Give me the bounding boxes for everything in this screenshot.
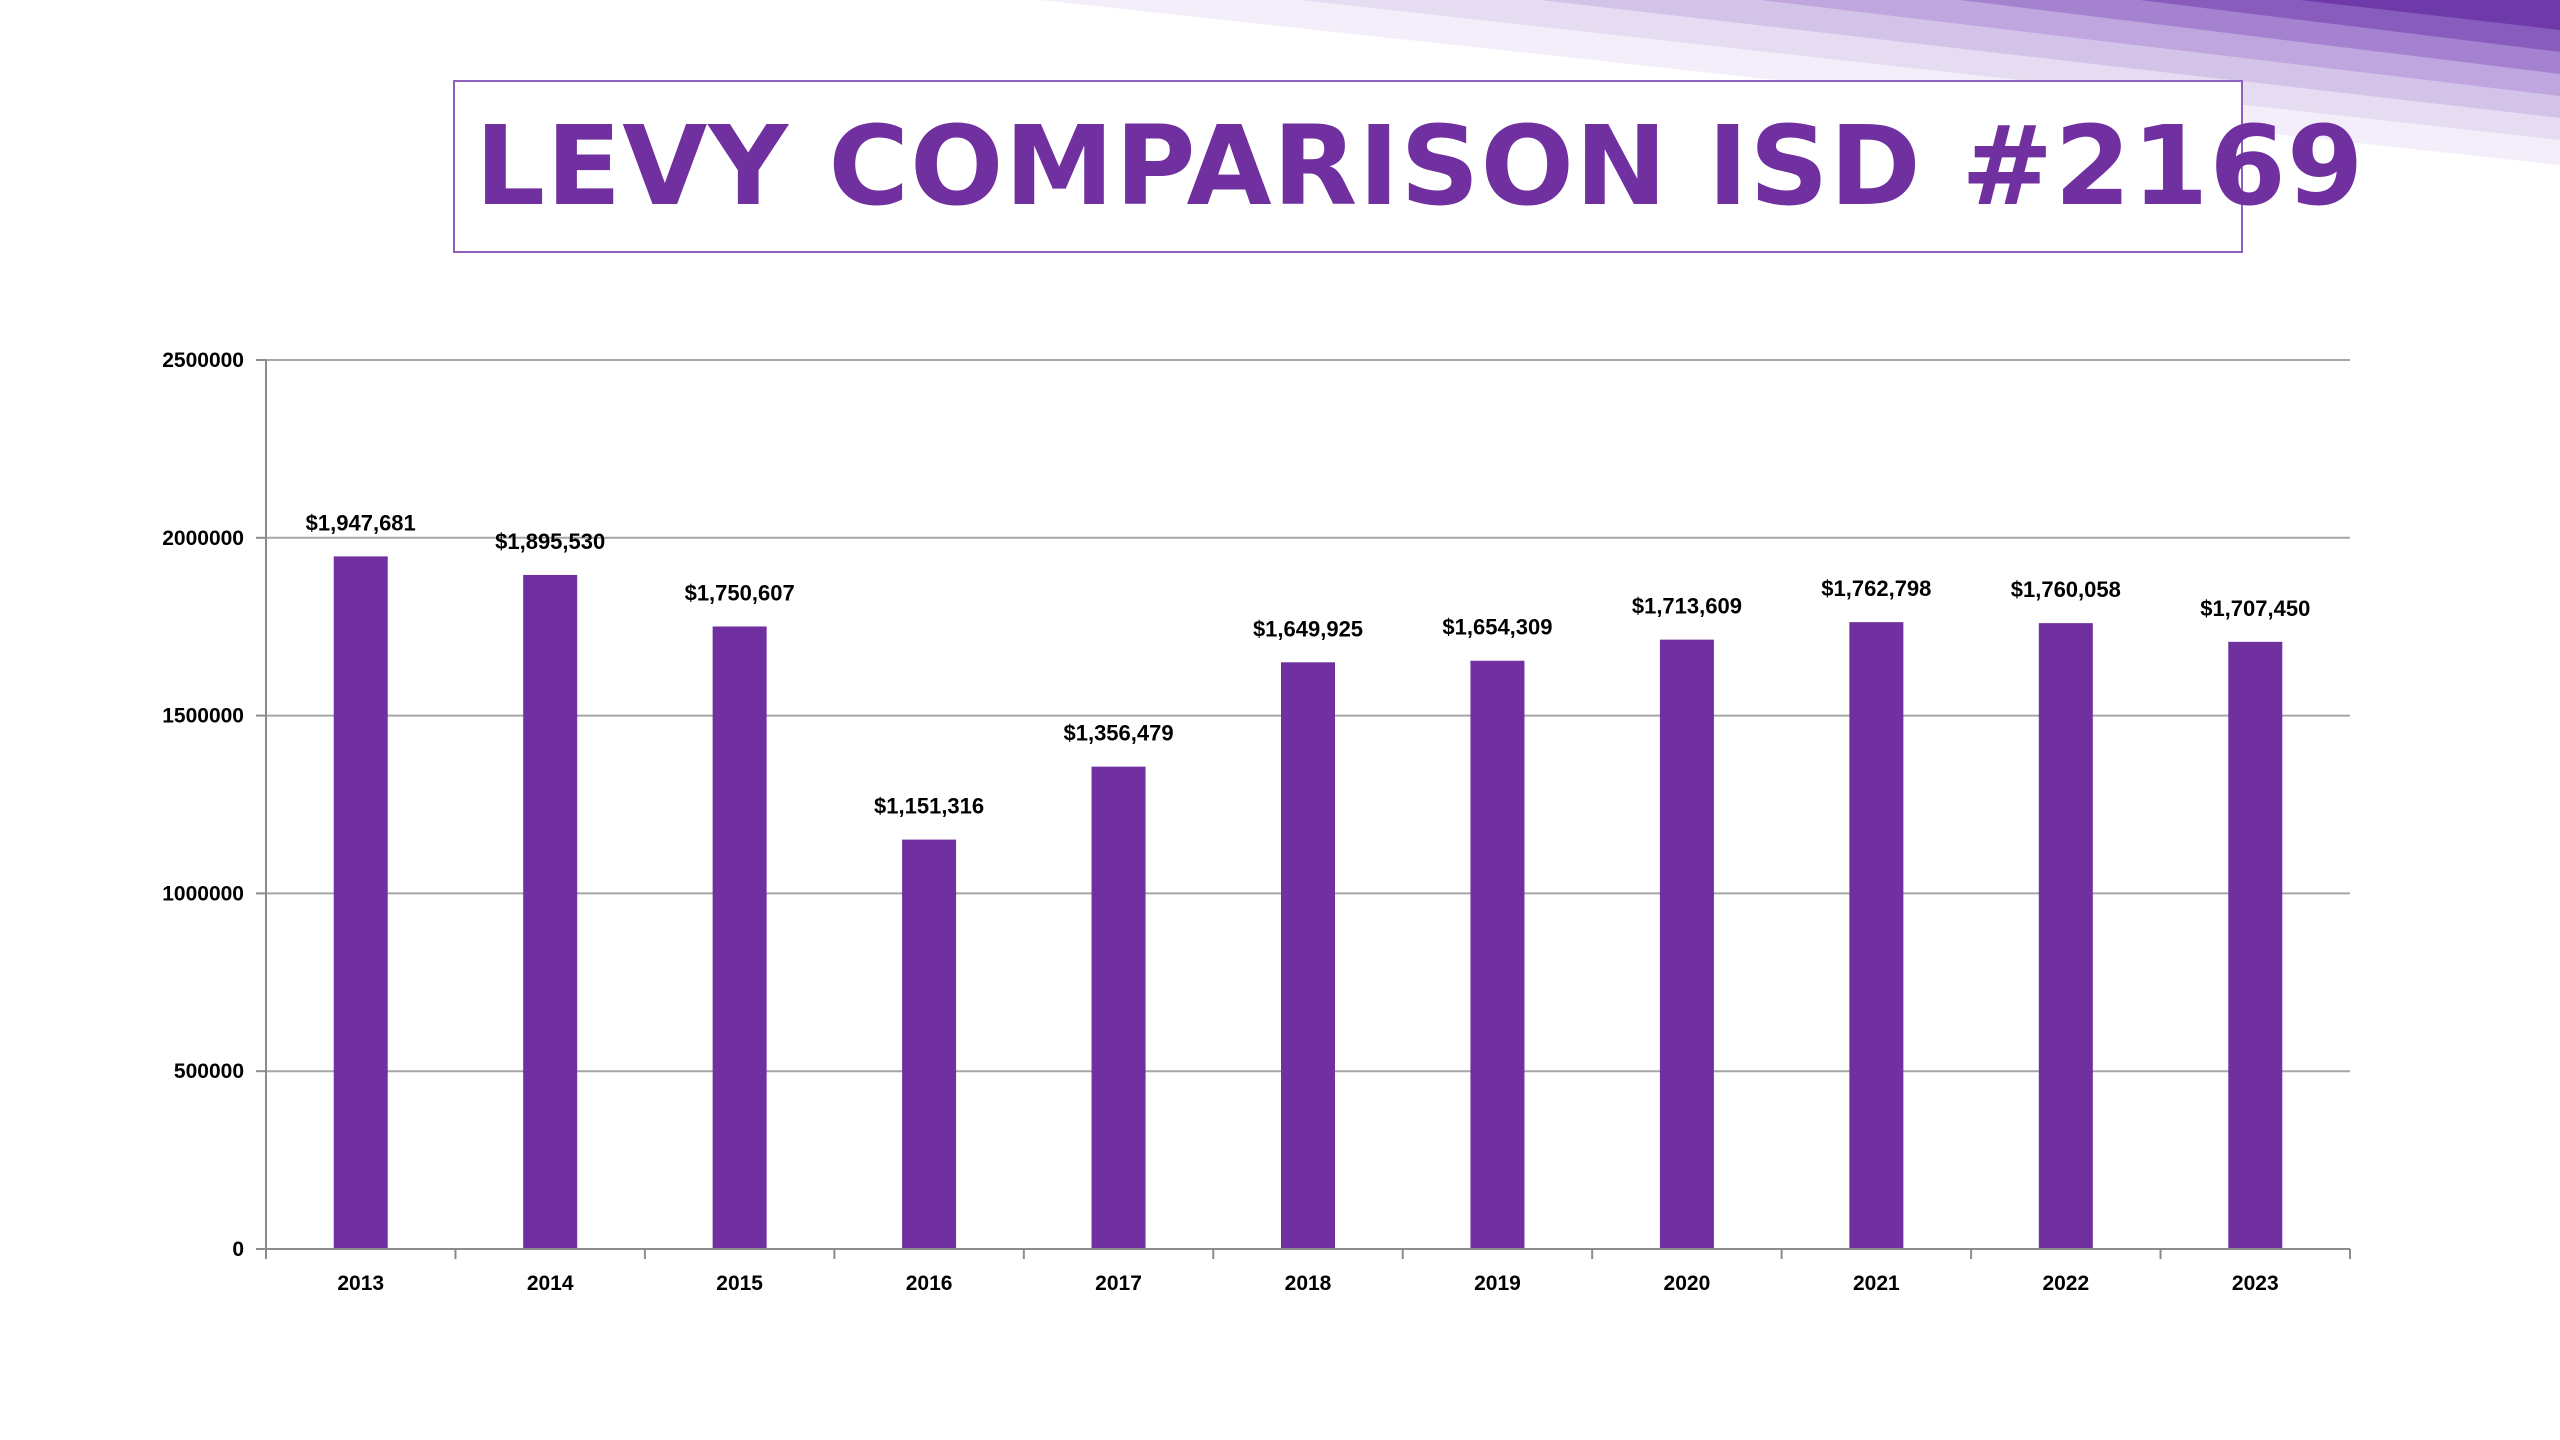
x-axis-tick-labels: 2013 2014 2015 2016 2017 2018 2019 2020 2021 2022… <box>337 1272 2278 1295</box>
data-label-2015: $1,750,607 <box>685 580 795 605</box>
x-tick-label: 2013 <box>337 1272 384 1295</box>
bar-2015 <box>712 626 767 1249</box>
data-label-2021: $1,762,798 <box>1821 576 1931 601</box>
y-tick-label: 500000 <box>174 1060 244 1083</box>
y-tick-label: 1500000 <box>162 705 244 728</box>
bar-2022 <box>2038 623 2093 1249</box>
x-tick-label: 2018 <box>1285 1272 1332 1295</box>
y-tick-label: 0 <box>232 1238 244 1261</box>
bar-2020 <box>1659 639 1714 1249</box>
data-label-2020: $1,713,609 <box>1632 594 1742 619</box>
data-label-2019: $1,654,309 <box>1442 615 1552 640</box>
y-axis-tick-labels: 0 500000 1000000 1500000 2000000 2500000 <box>162 349 244 1261</box>
data-label-2014: $1,895,530 <box>495 529 605 554</box>
data-label-2023: $1,707,450 <box>2200 596 2310 621</box>
y-tick-label: 1000000 <box>162 882 244 905</box>
bar-2014 <box>523 574 578 1249</box>
bar-2023 <box>2228 641 2283 1249</box>
x-tick-label: 2020 <box>1664 1272 1711 1295</box>
title-box: LEVY COMPARISON ISD #2169 <box>453 80 2363 253</box>
x-tick-label: 2019 <box>1474 1272 1521 1295</box>
x-tick-label: 2022 <box>2042 1272 2089 1295</box>
data-label-2022: $1,760,058 <box>2011 577 2121 602</box>
x-tick-label: 2017 <box>1095 1272 1142 1295</box>
bars <box>333 556 2283 1249</box>
data-label-2018: $1,649,925 <box>1253 616 1363 641</box>
x-tick-label: 2023 <box>2232 1272 2279 1295</box>
bar-2021 <box>1849 622 1904 1249</box>
data-labels: $1,947,681 $1,895,530 $1,750,607 $1,151,316… <box>306 510 2311 818</box>
bar-2018 <box>1281 662 1335 1249</box>
bar-2013 <box>333 556 388 1249</box>
x-tick-label: 2021 <box>1853 1272 1900 1295</box>
x-tick-label: 2015 <box>716 1272 763 1295</box>
bar-2016 <box>902 839 957 1249</box>
data-label-2017: $1,356,479 <box>1063 721 1173 746</box>
y-tick-label: 2000000 <box>162 527 244 550</box>
x-tick-label: 2016 <box>906 1272 953 1295</box>
data-label-2013: $1,947,681 <box>306 510 416 535</box>
bar-2017 <box>1091 766 1146 1249</box>
data-label-2016: $1,151,316 <box>874 794 984 819</box>
axes <box>256 359 2351 1259</box>
y-tick-label: 2500000 <box>162 349 244 372</box>
bar-2019 <box>1470 660 1525 1249</box>
x-tick-label: 2014 <box>527 1272 574 1295</box>
slide-title: LEVY COMPARISON ISD #2169 <box>475 102 2365 230</box>
